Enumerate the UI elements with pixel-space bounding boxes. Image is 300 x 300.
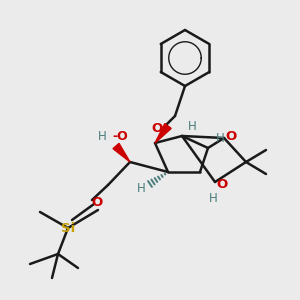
Text: O: O	[225, 130, 237, 142]
Text: H: H	[188, 121, 196, 134]
Text: H: H	[136, 182, 146, 194]
Text: -O: -O	[112, 130, 128, 142]
Text: H: H	[208, 191, 217, 205]
Text: O: O	[152, 122, 163, 134]
Text: H: H	[98, 130, 106, 142]
Text: O: O	[216, 178, 228, 190]
Polygon shape	[113, 143, 130, 162]
Text: Si: Si	[61, 221, 75, 235]
Text: O: O	[92, 196, 103, 208]
Polygon shape	[155, 124, 171, 143]
Text: H: H	[216, 131, 224, 145]
